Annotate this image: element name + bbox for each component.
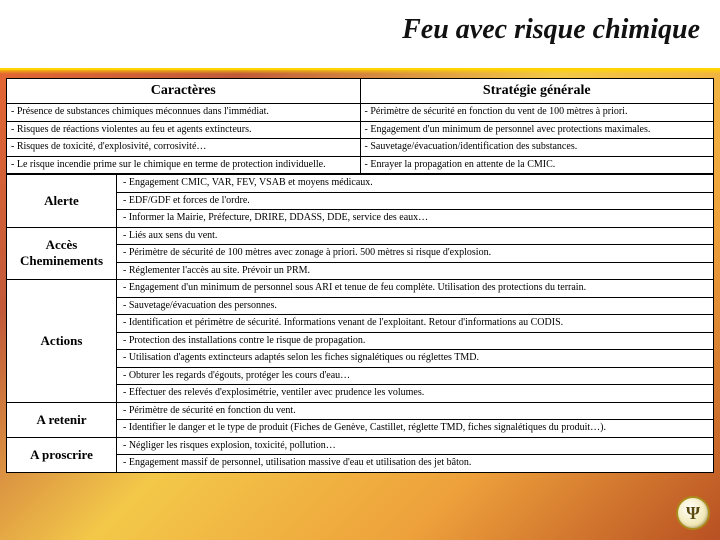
section-item: - Périmètre de sécurité de 100 mètres av…	[117, 245, 714, 263]
col-header-strategie: Stratégie générale	[360, 79, 714, 104]
section-label: Alerte	[7, 175, 117, 228]
section-item: - Engagement CMIC, VAR, FEV, VSAB et moy…	[117, 175, 714, 193]
section-label: AccèsCheminements	[7, 227, 117, 280]
page-title: Feu avec risque chimique	[402, 14, 700, 46]
section-item: - Utilisation d'agents extincteurs adapt…	[117, 350, 714, 368]
top-header-row: Caractères Stratégie générale	[7, 79, 714, 104]
main-content: Caractères Stratégie générale - Présence…	[6, 78, 714, 473]
section-label: A retenir	[7, 402, 117, 437]
caracteres-cell: - Le risque incendie prime sur le chimiq…	[7, 156, 361, 174]
strategie-cell: - Périmètre de sécurité en fonction du v…	[360, 104, 714, 122]
top-table: Caractères Stratégie générale - Présence…	[6, 78, 714, 174]
strategie-cell: - Engagement d'un minimum de personnel a…	[360, 121, 714, 139]
strategie-cell: - Sauvetage/évacuation/identification de…	[360, 139, 714, 157]
section-label: Actions	[7, 280, 117, 403]
col-header-caracteres: Caractères	[7, 79, 361, 104]
section-item: - Liés aux sens du vent.	[117, 227, 714, 245]
section-row: AccèsCheminements- Liés aux sens du vent…	[7, 227, 714, 245]
char-strat-row: - Risques de réactions violentes au feu …	[7, 121, 714, 139]
section-row: A retenir- Périmètre de sécurité en fonc…	[7, 402, 714, 420]
strategie-cell: - Enrayer la propagation en attente de l…	[360, 156, 714, 174]
section-item: - Engagement d'un minimum de personnel s…	[117, 280, 714, 298]
section-item: - Sauvetage/évacuation des personnes.	[117, 297, 714, 315]
section-row: A proscrire- Négliger les risques explos…	[7, 437, 714, 455]
caracteres-cell: - Risques de toxicité, d'explosivité, co…	[7, 139, 361, 157]
section-item: - Obturer les regards d'égouts, protéger…	[117, 367, 714, 385]
section-item: - Engagement massif de personnel, utilis…	[117, 455, 714, 473]
corner-logo-icon: Ψ	[676, 496, 710, 530]
section-label: A proscrire	[7, 437, 117, 472]
char-strat-row: - Présence de substances chimiques mécon…	[7, 104, 714, 122]
section-item: - Réglementer l'accès au site. Prévoir u…	[117, 262, 714, 280]
section-item: - Informer la Mairie, Préfecture, DRIRE,…	[117, 210, 714, 228]
corner-logo-glyph: Ψ	[686, 503, 700, 524]
sections-table: Alerte- Engagement CMIC, VAR, FEV, VSAB …	[6, 174, 714, 473]
caracteres-cell: - Présence de substances chimiques mécon…	[7, 104, 361, 122]
section-item: - Identification et périmètre de sécurit…	[117, 315, 714, 333]
section-row: Actions- Engagement d'un minimum de pers…	[7, 280, 714, 298]
section-item: - Négliger les risques explosion, toxici…	[117, 437, 714, 455]
section-item: - Effectuer des relevés d'explosimétrie,…	[117, 385, 714, 403]
section-row: Alerte- Engagement CMIC, VAR, FEV, VSAB …	[7, 175, 714, 193]
section-item: - Protection des installations contre le…	[117, 332, 714, 350]
char-strat-row: - Risques de toxicité, d'explosivité, co…	[7, 139, 714, 157]
section-item: - Identifier le danger et le type de pro…	[117, 420, 714, 438]
section-item: - Périmètre de sécurité en fonction du v…	[117, 402, 714, 420]
section-item: - EDF/GDF et forces de l'ordre.	[117, 192, 714, 210]
char-strat-row: - Le risque incendie prime sur le chimiq…	[7, 156, 714, 174]
caracteres-cell: - Risques de réactions violentes au feu …	[7, 121, 361, 139]
